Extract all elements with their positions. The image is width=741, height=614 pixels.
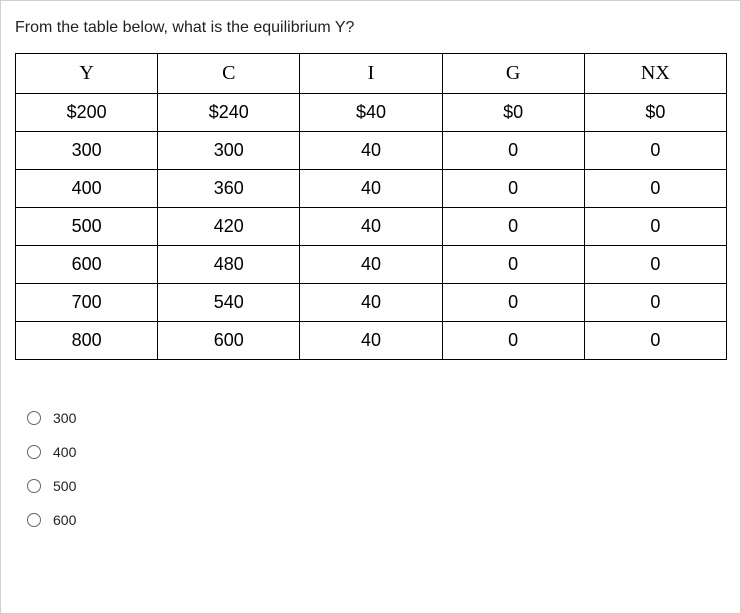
- table-body: $200 $240 $40 $0 $0 300 300 40 0 0 400 3…: [16, 94, 727, 360]
- cell: 40: [300, 132, 442, 170]
- cell: 360: [158, 170, 300, 208]
- cell: $0: [584, 94, 726, 132]
- option-300[interactable]: 300: [27, 410, 726, 426]
- col-header-y: Y: [16, 54, 158, 94]
- option-label: 500: [53, 478, 76, 494]
- radio-icon: [27, 445, 41, 459]
- cell: 40: [300, 284, 442, 322]
- cell: 600: [16, 246, 158, 284]
- radio-icon: [27, 411, 41, 425]
- cell: 0: [442, 284, 584, 322]
- col-header-i: I: [300, 54, 442, 94]
- cell: 800: [16, 322, 158, 360]
- option-label: 300: [53, 410, 76, 426]
- cell: 0: [442, 246, 584, 284]
- cell: 400: [16, 170, 158, 208]
- table-header-row: Y C I G NX: [16, 54, 727, 94]
- cell: $240: [158, 94, 300, 132]
- cell: 0: [584, 208, 726, 246]
- question-text: From the table below, what is the equili…: [15, 19, 726, 37]
- option-400[interactable]: 400: [27, 444, 726, 460]
- cell: 600: [158, 322, 300, 360]
- radio-icon: [27, 513, 41, 527]
- col-header-g: G: [442, 54, 584, 94]
- cell: 300: [158, 132, 300, 170]
- option-label: 400: [53, 444, 76, 460]
- table-row: 400 360 40 0 0: [16, 170, 727, 208]
- cell: 700: [16, 284, 158, 322]
- cell: 0: [584, 170, 726, 208]
- table-row: 600 480 40 0 0: [16, 246, 727, 284]
- cell: 0: [442, 132, 584, 170]
- data-table: Y C I G NX $200 $240 $40 $0 $0 300 300 4…: [15, 53, 727, 360]
- col-header-nx: NX: [584, 54, 726, 94]
- cell: 0: [584, 132, 726, 170]
- cell: 0: [442, 322, 584, 360]
- option-600[interactable]: 600: [27, 512, 726, 528]
- cell: 500: [16, 208, 158, 246]
- cell: 480: [158, 246, 300, 284]
- question-container: From the table below, what is the equili…: [0, 0, 741, 614]
- cell: 0: [442, 170, 584, 208]
- cell: 40: [300, 170, 442, 208]
- cell: 540: [158, 284, 300, 322]
- table-row: 300 300 40 0 0: [16, 132, 727, 170]
- radio-icon: [27, 479, 41, 493]
- cell: 40: [300, 322, 442, 360]
- cell: 0: [442, 208, 584, 246]
- option-label: 600: [53, 512, 76, 528]
- col-header-c: C: [158, 54, 300, 94]
- cell: 0: [584, 246, 726, 284]
- cell: $200: [16, 94, 158, 132]
- cell: 300: [16, 132, 158, 170]
- cell: 420: [158, 208, 300, 246]
- table-row: $200 $240 $40 $0 $0: [16, 94, 727, 132]
- cell: $40: [300, 94, 442, 132]
- table-row: 800 600 40 0 0: [16, 322, 727, 360]
- cell: 0: [584, 284, 726, 322]
- cell: 40: [300, 208, 442, 246]
- answer-options: 300 400 500 600: [15, 410, 726, 528]
- table-row: 700 540 40 0 0: [16, 284, 727, 322]
- option-500[interactable]: 500: [27, 478, 726, 494]
- cell: 40: [300, 246, 442, 284]
- table-row: 500 420 40 0 0: [16, 208, 727, 246]
- cell: $0: [442, 94, 584, 132]
- cell: 0: [584, 322, 726, 360]
